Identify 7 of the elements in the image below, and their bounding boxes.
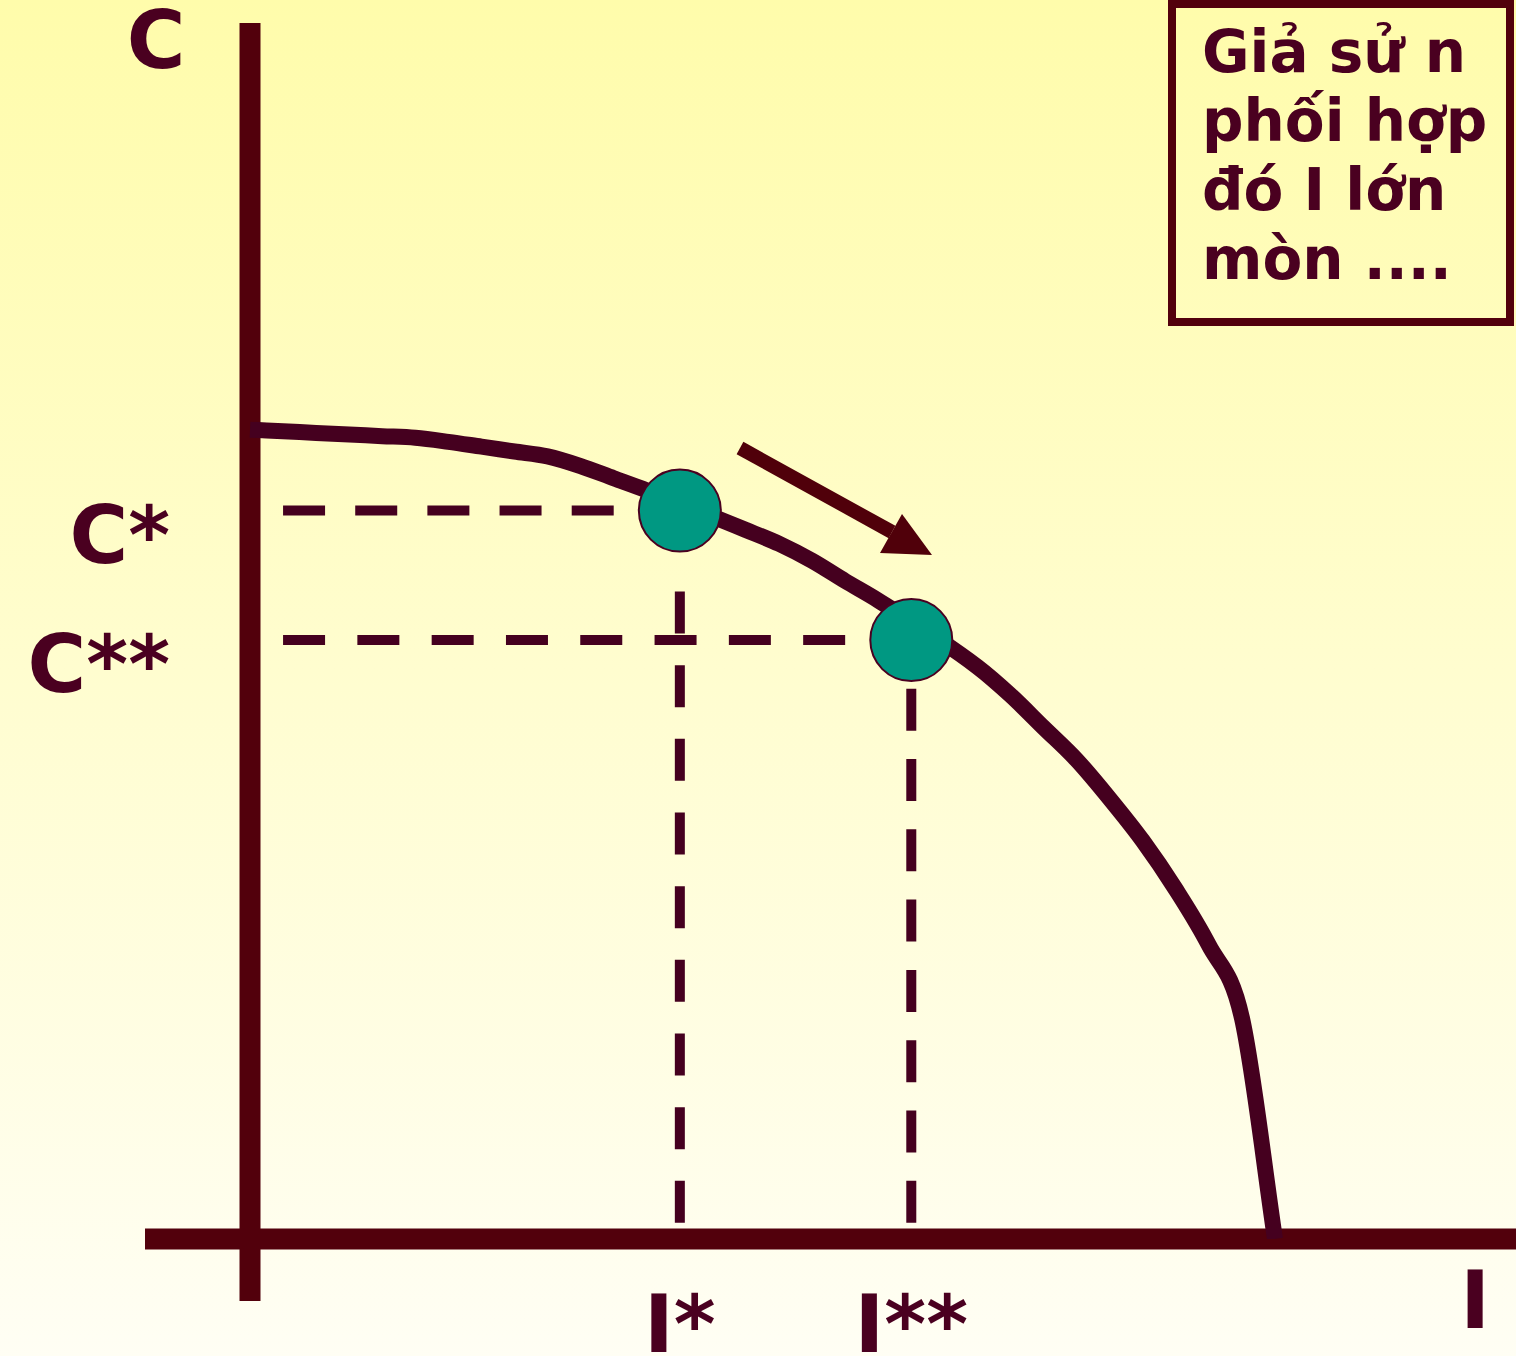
series-label: C**: [27, 618, 170, 712]
x-axis-title: I: [1460, 1253, 1490, 1347]
text: Giả sử n phối hợp đó I lớn mòn ....: [1202, 18, 1488, 293]
y-axis-title: C: [126, 0, 186, 87]
x-tick-label: I**: [854, 1277, 969, 1356]
series-label: C*: [69, 488, 170, 582]
x-tick-label: I*: [644, 1277, 716, 1356]
